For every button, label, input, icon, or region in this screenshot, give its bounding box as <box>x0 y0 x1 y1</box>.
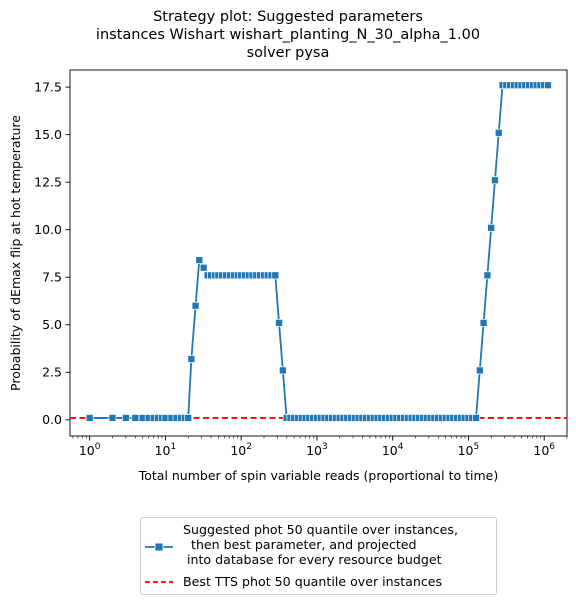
y-tick-label-6: 15.0 <box>34 127 62 142</box>
x-axis-label: Total number of spin variable reads (pro… <box>138 468 499 483</box>
y-tick-label-5: 12.5 <box>34 174 62 189</box>
x-tick-label-0: 100 <box>79 442 101 458</box>
suggested-point-91 <box>475 366 484 375</box>
suggested-point-90 <box>472 414 480 422</box>
suggested-point-93 <box>483 271 492 280</box>
legend-swatches <box>145 542 173 583</box>
chart-title-line-1: Strategy plot: Suggested parameters <box>153 9 423 25</box>
x-tick-label-4: 104 <box>382 442 404 458</box>
x-tick-label-1: 101 <box>155 442 177 458</box>
suggested-point-96 <box>494 128 503 137</box>
x-tick-label-6: 106 <box>533 442 555 458</box>
y-tick-label-0: 0.0 <box>42 412 62 427</box>
suggested-point-0 <box>85 414 94 422</box>
suggested-point-1 <box>108 414 117 422</box>
y-tick-label-2: 5.0 <box>42 317 62 332</box>
y-axis-label: Probability of dEmax flip at hot tempera… <box>8 115 23 391</box>
legend: Suggested phot 50 quantile over instance… <box>140 517 497 595</box>
chart-title-line-2: instances Wishart wishart_planting_N_30_… <box>95 27 481 43</box>
y-tick-label-3: 7.5 <box>42 270 62 285</box>
suggested-point-15 <box>187 355 196 363</box>
chart-title-line-3: solver pysa <box>246 45 330 61</box>
suggested-point-3 <box>131 414 140 422</box>
x-tick-label-3: 103 <box>306 442 328 458</box>
y-tick-label-1: 2.5 <box>42 365 62 380</box>
x-tick-label-5: 105 <box>458 442 480 458</box>
suggested-point-38 <box>275 319 283 327</box>
suggested-point-109 <box>544 81 552 90</box>
legend-label-best-tts: Best TTS phot 50 quantile over instances <box>183 574 443 589</box>
suggested-point-92 <box>479 319 488 327</box>
legend-swatch-marker-suggested <box>154 542 164 552</box>
suggested-point-2 <box>121 414 130 422</box>
suggested-point-18 <box>199 263 208 272</box>
suggested-point-17 <box>195 256 204 264</box>
suggested-point-95 <box>491 176 499 185</box>
suggested-point-94 <box>487 223 496 232</box>
y-tick-label-4: 10.0 <box>34 222 62 237</box>
suggested-point-39 <box>279 366 287 375</box>
y-tick-label-7: 17.5 <box>34 79 62 94</box>
suggested-point-14 <box>184 414 193 422</box>
suggested-point-37 <box>271 271 280 280</box>
legend-label-suggested: Suggested phot 50 quantile over instance… <box>183 522 458 567</box>
x-tick-label-2: 102 <box>230 442 252 458</box>
plot-frame <box>69 69 568 437</box>
suggested-point-16 <box>191 301 200 310</box>
